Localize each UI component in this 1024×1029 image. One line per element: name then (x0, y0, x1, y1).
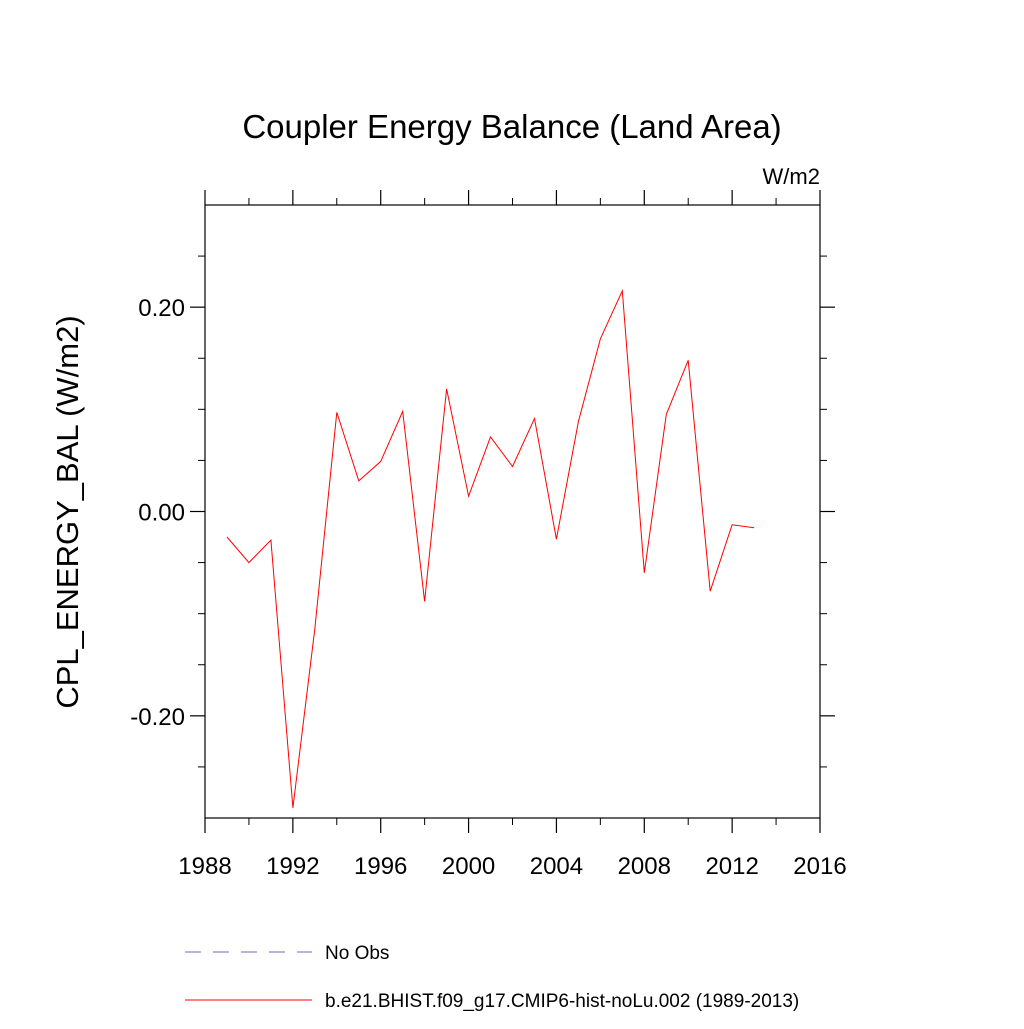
x-tick-label: 2000 (442, 853, 495, 880)
chart-title: Coupler Energy Balance (Land Area) (242, 108, 781, 145)
series-line-1 (226, 288, 755, 808)
x-tick-label: 1996 (354, 853, 407, 880)
y-tick-label: 0.00 (138, 500, 185, 527)
axis-ticks (190, 190, 835, 833)
series-lines (226, 288, 755, 808)
x-tick-label: 2016 (793, 853, 846, 880)
axis-tick-labels: 1988 1992 1996 2000 2004 2008 2012 2016 -0.20 0.0… (130, 295, 846, 880)
x-tick-label: 1988 (178, 853, 231, 880)
units-label: W/m2 (763, 164, 820, 189)
legend: No Obs b.e21.BHIST.f09_g17.CMIP6-hist-noL… (185, 943, 799, 1012)
y-tick-label: 0.20 (138, 295, 185, 322)
plot-frame (204, 204, 821, 819)
legend-label-0: No Obs (325, 943, 389, 964)
y-tick-label: -0.20 (130, 704, 185, 731)
x-tick-label: 2012 (705, 853, 758, 880)
x-tick-label: 1992 (266, 853, 319, 880)
x-tick-label: 2008 (618, 853, 671, 880)
x-tick-label: 2004 (530, 853, 583, 880)
legend-label-1: b.e21.BHIST.f09_g17.CMIP6-hist-noLu.002 … (325, 991, 799, 1012)
y-axis-label: CPL_ENERGY_BAL (W/m2) (50, 315, 85, 708)
